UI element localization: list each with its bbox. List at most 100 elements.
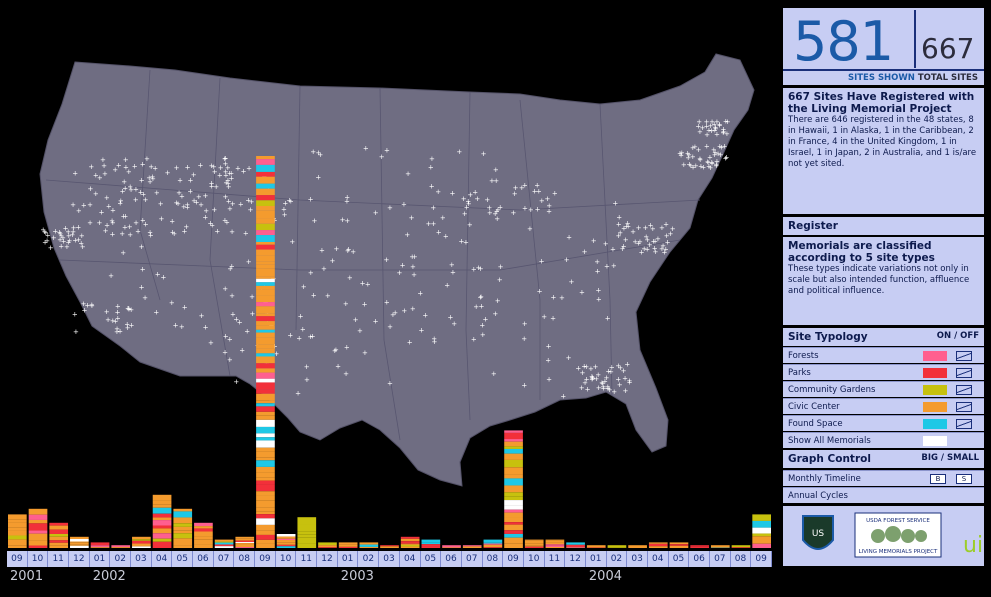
memorial-marker[interactable]: + — [225, 164, 231, 172]
timeline-bar[interactable] — [710, 545, 730, 548]
memorial-marker[interactable]: + — [82, 306, 88, 314]
memorial-marker[interactable]: + — [88, 163, 94, 171]
memorial-marker[interactable]: + — [532, 188, 538, 196]
month-cell[interactable]: 03 — [627, 551, 648, 567]
memorial-marker[interactable]: + — [535, 206, 541, 214]
memorial-marker[interactable]: + — [229, 228, 235, 236]
memorial-marker[interactable]: + — [325, 292, 331, 300]
memorial-marker[interactable]: + — [596, 384, 602, 392]
memorial-marker[interactable]: + — [63, 225, 69, 233]
month-cell[interactable]: 02 — [110, 551, 132, 567]
month-cell[interactable]: 01 — [586, 551, 607, 567]
month-cell[interactable]: 10 — [276, 551, 297, 567]
memorial-marker[interactable]: + — [622, 375, 628, 383]
memorial-marker[interactable]: + — [605, 315, 611, 323]
memorial-marker[interactable]: + — [551, 293, 557, 301]
memorial-marker[interactable]: + — [81, 202, 87, 210]
memorial-marker[interactable]: + — [409, 253, 415, 261]
memorial-marker[interactable]: + — [575, 364, 581, 372]
memorial-marker[interactable]: + — [545, 195, 551, 203]
memorial-marker[interactable]: + — [248, 206, 254, 214]
memorial-marker[interactable]: + — [713, 161, 719, 169]
memorial-marker[interactable]: + — [282, 211, 288, 219]
memorial-marker[interactable]: + — [627, 377, 633, 385]
memorial-marker[interactable]: + — [81, 300, 87, 308]
memorial-marker[interactable]: + — [582, 248, 588, 256]
memorial-marker[interactable]: + — [148, 231, 154, 239]
memorial-marker[interactable]: + — [87, 219, 93, 227]
memorial-marker[interactable]: + — [604, 374, 610, 382]
memorial-marker[interactable]: + — [333, 346, 339, 354]
memorial-marker[interactable]: + — [75, 224, 81, 232]
memorial-marker[interactable]: + — [404, 231, 410, 239]
timeline-bar[interactable] — [214, 539, 234, 548]
timeline-bar[interactable] — [483, 539, 503, 548]
memorial-marker[interactable]: + — [688, 162, 694, 170]
memorial-marker[interactable]: + — [473, 303, 479, 311]
typology-row-parks[interactable]: Parks — [783, 364, 984, 380]
month-cell[interactable]: 05 — [172, 551, 194, 567]
memorial-marker[interactable]: + — [229, 262, 235, 270]
memorial-marker[interactable]: + — [171, 230, 177, 238]
memorial-marker[interactable]: + — [712, 151, 718, 159]
memorial-marker[interactable]: + — [428, 163, 434, 171]
memorial-marker[interactable]: + — [140, 216, 146, 224]
memorial-marker[interactable]: + — [611, 262, 617, 270]
memorial-marker[interactable]: + — [589, 373, 595, 381]
memorial-marker[interactable]: + — [109, 217, 115, 225]
memorial-marker[interactable]: + — [116, 161, 122, 169]
memorial-marker[interactable]: + — [630, 228, 636, 236]
memorial-marker[interactable]: + — [585, 386, 591, 394]
memorial-marker[interactable]: + — [360, 280, 366, 288]
memorial-marker[interactable]: + — [230, 200, 236, 208]
memorial-marker[interactable]: + — [550, 315, 556, 323]
memorial-marker[interactable]: + — [487, 209, 493, 217]
memorial-marker[interactable]: + — [69, 231, 75, 239]
memorial-marker[interactable]: + — [383, 256, 389, 264]
memorial-marker[interactable]: + — [463, 239, 469, 247]
memorial-marker[interactable]: + — [451, 320, 457, 328]
memorial-marker[interactable]: + — [601, 385, 607, 393]
memorial-marker[interactable]: + — [76, 236, 82, 244]
memorial-marker[interactable]: + — [603, 240, 609, 248]
memorial-marker[interactable]: + — [660, 242, 666, 250]
register-button[interactable]: Register — [783, 217, 984, 235]
timeline-bar[interactable] — [276, 534, 296, 548]
memorial-marker[interactable]: + — [478, 265, 484, 273]
typology-toggle-icon[interactable] — [956, 419, 972, 429]
memorial-marker[interactable]: + — [478, 293, 484, 301]
memorial-marker[interactable]: + — [133, 196, 139, 204]
memorial-marker[interactable]: + — [57, 229, 63, 237]
memorial-marker[interactable]: + — [617, 364, 623, 372]
memorial-marker[interactable]: + — [595, 286, 601, 294]
memorial-marker[interactable]: + — [122, 224, 128, 232]
memorial-marker[interactable]: + — [717, 120, 723, 128]
memorial-marker[interactable]: + — [625, 222, 631, 230]
memorial-marker[interactable]: + — [697, 155, 703, 163]
memorial-marker[interactable]: + — [70, 201, 76, 209]
memorial-marker[interactable]: + — [707, 153, 713, 161]
month-cell[interactable]: 10 — [28, 551, 49, 567]
memorial-marker[interactable]: + — [298, 313, 304, 321]
memorial-marker[interactable]: + — [566, 354, 572, 362]
memorial-marker[interactable]: + — [474, 195, 480, 203]
memorial-marker[interactable]: + — [489, 177, 495, 185]
memorial-marker[interactable]: + — [158, 215, 164, 223]
memorial-marker[interactable]: + — [707, 164, 713, 172]
memorial-marker[interactable]: + — [350, 248, 356, 256]
memorial-marker[interactable]: + — [135, 228, 141, 236]
memorial-marker[interactable]: + — [346, 245, 352, 253]
timeline-bar[interactable] — [359, 542, 379, 548]
memorial-marker[interactable]: + — [545, 357, 551, 365]
memorial-marker[interactable]: + — [212, 168, 218, 176]
memorial-marker[interactable]: + — [699, 124, 705, 132]
memorial-marker[interactable]: + — [101, 162, 107, 170]
memorial-marker[interactable]: + — [52, 227, 58, 235]
memorial-marker[interactable]: + — [480, 331, 486, 339]
memorial-marker[interactable]: + — [690, 164, 696, 172]
memorial-marker[interactable]: + — [345, 247, 351, 255]
memorial-marker[interactable]: + — [440, 214, 446, 222]
memorial-marker[interactable]: + — [250, 310, 256, 318]
memorial-marker[interactable]: + — [140, 265, 146, 273]
memorial-marker[interactable]: + — [207, 219, 213, 227]
